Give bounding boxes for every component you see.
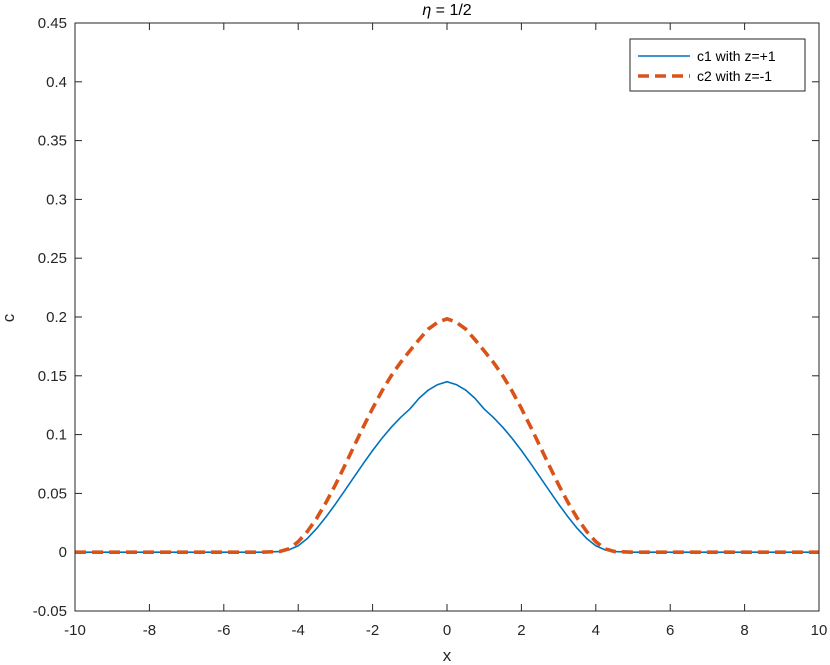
legend-label-c2: c2 with z=-1 [697,68,772,84]
series-lines [75,316,819,555]
y-axis-label: c [0,313,18,322]
x-tick-label: 4 [592,622,600,639]
x-tick-label: 0 [443,622,451,639]
chart-title: η = 1/2 [422,2,471,19]
y-tick-label: 0.4 [46,74,67,91]
x-axis-ticks: -10 -8 -6 -4 -2 0 2 4 6 8 10 [64,23,827,639]
y-tick-label: 0.2 [46,309,67,326]
chart-title-rest: = 1/2 [431,2,472,19]
x-tick-label: -6 [217,622,230,639]
x-tick-label: -2 [366,622,379,639]
y-tick-label: 0.45 [38,15,67,32]
y-tick-label: 0.15 [38,368,67,385]
y-tick-label: -0.05 [33,603,67,620]
x-tick-label: -4 [292,622,305,639]
x-tick-label: 8 [740,622,748,639]
series-line-2 [75,316,819,555]
x-tick-label: -8 [143,622,156,639]
y-tick-label: 0 [59,544,67,561]
x-axis-label: x [443,646,452,665]
x-tick-label: -10 [64,622,86,639]
y-tick-label: 0.3 [46,191,67,208]
x-tick-label: 10 [811,622,828,639]
y-axis-ticks: -0.05 0 0.05 0.1 0.15 0.2 0.25 0.3 0.35 0.4 0.45 [33,15,819,620]
legend-box [629,38,806,92]
plot-frame [74,22,820,612]
x-tick-label: 6 [666,622,674,639]
y-tick-label: 0.25 [38,250,67,267]
y-tick-label: 0.05 [38,485,67,502]
chart-title-symbol: η [422,2,431,19]
legend-label-c1: c1 with z=+1 [697,48,776,64]
series-line-1 [75,380,819,554]
y-tick-label: 0.1 [46,427,67,444]
x-tick-label: 2 [517,622,525,639]
legend: c1 with z=+1 c2 with z=-1 [629,38,806,92]
y-tick-label: 0.35 [38,133,67,150]
